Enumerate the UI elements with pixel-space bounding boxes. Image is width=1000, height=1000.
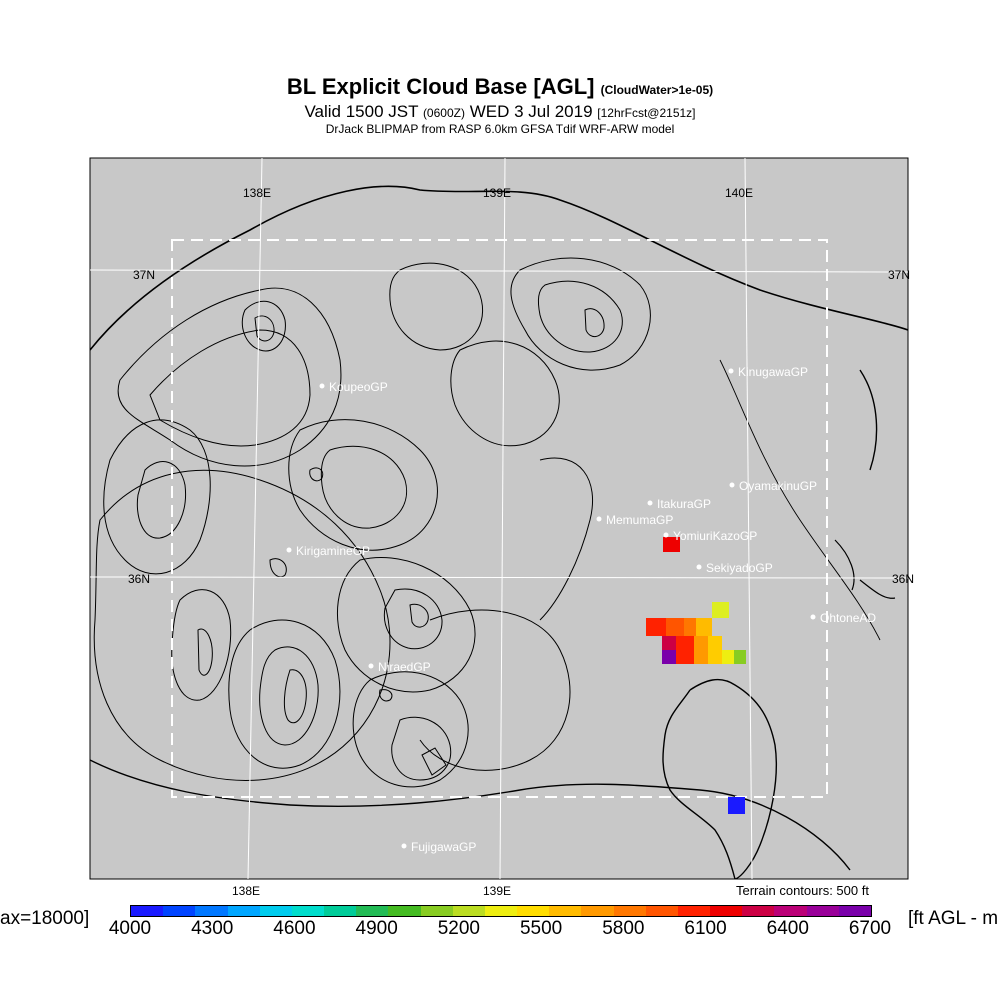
colorbar-tick-label: 6400 — [766, 918, 809, 939]
colorbar-swatch — [291, 906, 325, 916]
cell-red — [663, 537, 680, 552]
colorbar-swatch — [774, 906, 807, 916]
colorbar-units-label: [ft AGL - m — [908, 908, 999, 929]
valid-date: WED 3 Jul 2019 — [469, 102, 593, 121]
site-dot — [663, 532, 669, 538]
cell — [646, 618, 666, 636]
cell — [684, 618, 696, 636]
site-dot — [368, 663, 374, 669]
lon-label-140e-top: 140E — [725, 186, 753, 200]
colorbar — [130, 905, 872, 917]
colorbar-tick-label: 5200 — [437, 918, 481, 939]
cell — [676, 636, 694, 664]
forecast-info: [12hrFcst@2151z] — [597, 106, 696, 120]
valid-time: Valid 1500 JST — [304, 102, 419, 121]
cell — [708, 636, 722, 664]
map-title: BL Explicit Cloud Base [AGL] (CloudWater… — [0, 74, 1000, 100]
colorbar-swatch — [388, 906, 421, 916]
colorbar-tick-label: 5800 — [602, 918, 645, 939]
inner-domain-box — [171, 239, 828, 798]
colorbar-swatch — [259, 906, 292, 916]
lon-label-139e-bottom: 139E — [483, 884, 511, 898]
colorbar-swatch — [645, 906, 678, 916]
site-dot — [596, 516, 602, 522]
lat-label-36n-left: 36N — [128, 572, 150, 586]
colorbar-swatch — [742, 906, 775, 916]
site-dot — [319, 383, 325, 389]
site-dot — [647, 500, 653, 506]
model-subtitle: DrJack BLIPMAP from RASP 6.0km GFSA Tdif… — [325, 122, 675, 136]
site-label: FujigawaGP — [411, 840, 476, 854]
map-area — [89, 157, 909, 880]
site-label: OyamakinuGP — [739, 479, 817, 493]
title-note: (CloudWater>1e-05) — [600, 83, 714, 97]
colorbar-swatch — [710, 906, 743, 916]
colorbar-swatch — [484, 906, 518, 916]
colorbar-swatch — [356, 906, 389, 916]
terrain-contour-note: Terrain contours: 500 ft — [736, 883, 869, 898]
lat-lon-grid — [89, 157, 909, 880]
site-label: NiraedGP — [378, 660, 431, 674]
site-label: KoupeoGP — [329, 380, 388, 394]
cell — [696, 618, 712, 636]
lat-label-37n-right: 37N — [888, 268, 910, 282]
colorbar-swatch — [324, 906, 357, 916]
cell — [662, 650, 676, 664]
cell — [694, 636, 708, 664]
site-dot — [286, 547, 292, 553]
cell-blue — [728, 797, 745, 814]
site-label: SekiyadoGP — [706, 561, 773, 575]
cell — [734, 650, 746, 664]
colorbar-tick-label: 4600 — [273, 918, 316, 939]
colorbar-swatch — [613, 906, 646, 916]
site-markers: KoupeoGP KinugawaGP OyamakinuGP ItakuraG… — [286, 365, 876, 854]
colorbar-tick-label: 5500 — [519, 918, 563, 939]
site-label: OhtoneAD — [820, 611, 876, 625]
cloud-base-cells — [646, 537, 746, 814]
colorbar-tick-label: 4000 — [108, 918, 152, 939]
colorbar-swatch — [581, 906, 614, 916]
site-label: ItakuraGP — [657, 497, 711, 511]
lat-label-36n-right: 36N — [892, 572, 914, 586]
colorbar-tick-label: 6700 — [848, 918, 892, 939]
terrain-contours — [90, 185, 908, 879]
colorbar-swatch — [838, 906, 871, 916]
site-label: MemumaGP — [606, 513, 673, 527]
cell — [662, 636, 676, 650]
site-dot — [696, 564, 702, 570]
colorbar-swatch — [131, 906, 164, 916]
colorbar-swatch — [195, 906, 228, 916]
lon-label-139e-top: 139E — [483, 186, 511, 200]
site-dot — [729, 482, 735, 488]
site-dot — [810, 614, 816, 620]
colorbar-swatch — [227, 906, 260, 916]
colorbar-swatch — [163, 906, 196, 916]
title-main: BL Explicit Cloud Base [AGL] — [286, 74, 595, 99]
colorbar-swatch — [452, 906, 485, 916]
colorbar-left-label: ax=18000] — [0, 908, 90, 929]
site-label: KirigamineGP — [296, 544, 370, 558]
site-dot — [728, 368, 734, 374]
lat-label-37n-left: 37N — [133, 268, 155, 282]
lon-label-138e-bottom: 138E — [232, 884, 260, 898]
site-dot — [401, 843, 407, 849]
lon-label-138e-top: 138E — [243, 186, 271, 200]
cell — [666, 618, 684, 636]
colorbar-tick-label: 4300 — [191, 918, 234, 939]
colorbar-tick-label: 6100 — [684, 918, 727, 939]
site-label: KinugawaGP — [738, 365, 808, 379]
colorbar-swatch — [806, 906, 839, 916]
valid-utc: (0600Z) — [422, 106, 465, 120]
colorbar-swatch — [517, 906, 550, 916]
colorbar-swatch — [677, 906, 711, 916]
colorbar-swatch — [420, 906, 453, 916]
valid-time-line: Valid 1500 JST (0600Z) WED 3 Jul 2019 [1… — [0, 102, 1000, 122]
site-label: YomiuriKazoGP — [673, 529, 757, 543]
colorbar-tick-label: 4900 — [355, 918, 398, 939]
cell — [722, 650, 734, 664]
colorbar-swatch — [549, 906, 582, 916]
cell — [712, 602, 729, 618]
